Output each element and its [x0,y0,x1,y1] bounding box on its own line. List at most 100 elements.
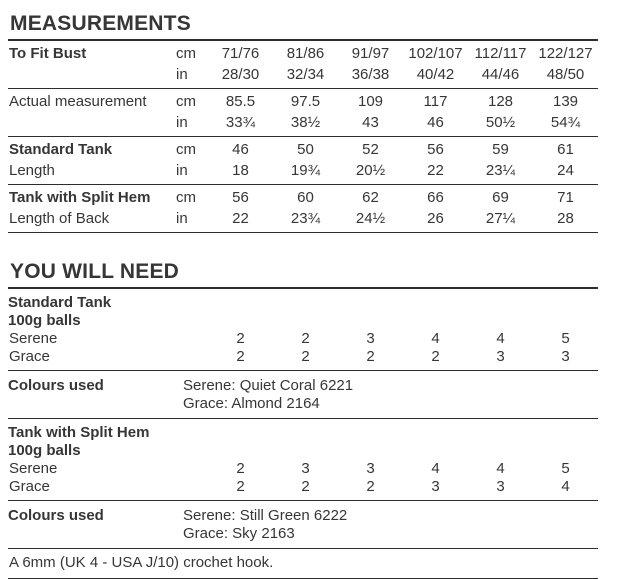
colours-used-label: Colours used [8,507,104,524]
ball-count-cell: 3 [366,460,375,477]
value-cell: 40/42 [416,66,455,83]
value-cell: 122/127 [538,45,593,62]
block-subtitle: 100g balls [8,312,81,329]
value-cell: 62 [362,189,379,206]
yarn-row-serene: Serene 2 3 3 4 4 5 [8,460,598,478]
spacer-cell [176,460,208,478]
row-sublabel [8,112,176,133]
value-cell: 32/34 [286,66,325,83]
value-cell: 18 [232,162,249,179]
value-cell: 33¾ [225,114,256,131]
value-cell: 71 [557,189,574,206]
row-label: Actual measurement [9,93,147,110]
value-cell: 112/117 [474,45,527,62]
value-cell: 54¾ [550,114,581,131]
table-row-actual-measurement: Actual measurement cm 85.5 97.5 109 117 … [8,88,598,136]
value-cell: 22 [232,210,249,227]
ball-count-cell: 4 [431,330,440,347]
block-title: Standard Tank [8,294,112,311]
table-row-tank-with-split-hem: Tank with Split Hem cm 56 60 62 66 69 71… [8,184,598,232]
colours-used-values: Serene: Quiet Coral 6221 Grace: Almond 2… [183,377,598,413]
colour-line: Grace: Almond 2164 [183,395,320,412]
value-cell: 43 [362,114,379,131]
row-label: Standard Tank [9,141,113,158]
unit-cell: cm [176,141,196,158]
yarn-name: Serene [9,460,58,477]
block-title: Tank with Split Hem [8,424,150,441]
value-cell: 69 [492,189,509,206]
ball-count-cell: 2 [236,330,245,347]
yarn-name: Serene [9,330,58,347]
ball-count-cell: 2 [301,330,310,347]
value-cell: 48/50 [546,66,585,83]
value-cell: 19¾ [290,162,321,179]
colours-used-values: Serene: Still Green 6222 Grace: Sky 2163 [183,507,598,543]
value-cell: 23¾ [290,210,321,227]
you-will-need-section-header: YOU WILL NEED [8,260,598,289]
row-line-2: Length of Back in 22 23¾ 24½ 26 27¼ 28 [8,208,598,229]
ball-count-cell: 2 [431,348,440,365]
spacer-cell [176,478,208,496]
ball-count-cell: 3 [301,460,310,477]
unit-cell: in [176,66,188,83]
spacer-cell [176,348,208,366]
value-cell: 24½ [355,210,386,227]
value-cell: 52 [362,141,379,158]
value-cell: 71/76 [221,45,260,62]
value-cell: 28/30 [221,66,260,83]
value-cell: 66 [427,189,444,206]
row-line-2: in 33¾ 38½ 43 46 50½ 54¾ [8,112,598,133]
spacer-cell [176,330,208,348]
value-cell: 59 [492,141,509,158]
unit-cell: cm [176,189,196,206]
yarn-row-grace: Grace 2 2 2 3 3 4 [8,478,598,496]
yarn-name: Grace [9,348,50,365]
block-subtitle: 100g balls [8,442,81,459]
ball-count-cell: 2 [236,478,245,495]
value-cell: 128 [487,93,514,110]
you-will-need-heading: YOU WILL NEED [10,260,180,283]
row-label: To Fit Bust [9,45,87,62]
ball-count-cell: 2 [366,348,375,365]
value-cell: 50 [297,141,314,158]
ball-count-cell: 3 [561,348,570,365]
ball-count-cell: 2 [301,348,310,365]
ball-count-cell: 5 [561,330,570,347]
value-cell: 22 [427,162,444,179]
ball-count-cell: 5 [561,460,570,477]
value-cell: 97.5 [290,93,321,110]
yarn-row-serene: Serene 2 2 3 4 4 5 [8,330,598,348]
row-line-1: Standard Tank cm 46 50 52 56 59 61 [8,139,598,160]
table-row-to-fit-bust: To Fit Bust cm 71/76 81/86 91/97 102/107… [8,41,598,88]
value-cell: 109 [357,93,384,110]
unit-cell: in [176,162,188,179]
unit-cell: in [176,210,188,227]
value-cell: 81/86 [286,45,325,62]
value-cell: 27¼ [485,210,516,227]
ball-count-cell: 4 [496,460,505,477]
row-sublabel [8,64,176,85]
value-cell: 91/97 [351,45,390,62]
yarn-name: Grace [9,478,50,495]
unit-cell: cm [176,93,196,110]
ball-count-cell: 3 [496,348,505,365]
row-line-1: Actual measurement cm 85.5 97.5 109 117 … [8,91,598,112]
ball-count-cell: 2 [236,348,245,365]
value-cell: 24 [557,162,574,179]
value-cell: 28 [557,210,574,227]
value-cell: 102/107 [408,45,463,62]
ball-count-cell: 2 [366,478,375,495]
value-cell: 50½ [485,114,516,131]
row-sublabel: Length of Back [9,210,110,227]
value-cell: 44/46 [481,66,520,83]
ball-count-cell: 2 [301,478,310,495]
value-cell: 26 [427,210,444,227]
ball-count-cell: 4 [496,330,505,347]
yarn-block-standard-tank: Standard Tank 100g balls Serene 2 2 3 4 … [8,289,598,371]
measurements-table: To Fit Bust cm 71/76 81/86 91/97 102/107… [8,41,598,233]
value-cell: 46 [232,141,249,158]
value-cell: 36/38 [351,66,390,83]
ball-count-cell: 3 [496,478,505,495]
colours-used-tank-with-split-hem: Colours used Serene: Still Green 6222 Gr… [8,501,598,549]
